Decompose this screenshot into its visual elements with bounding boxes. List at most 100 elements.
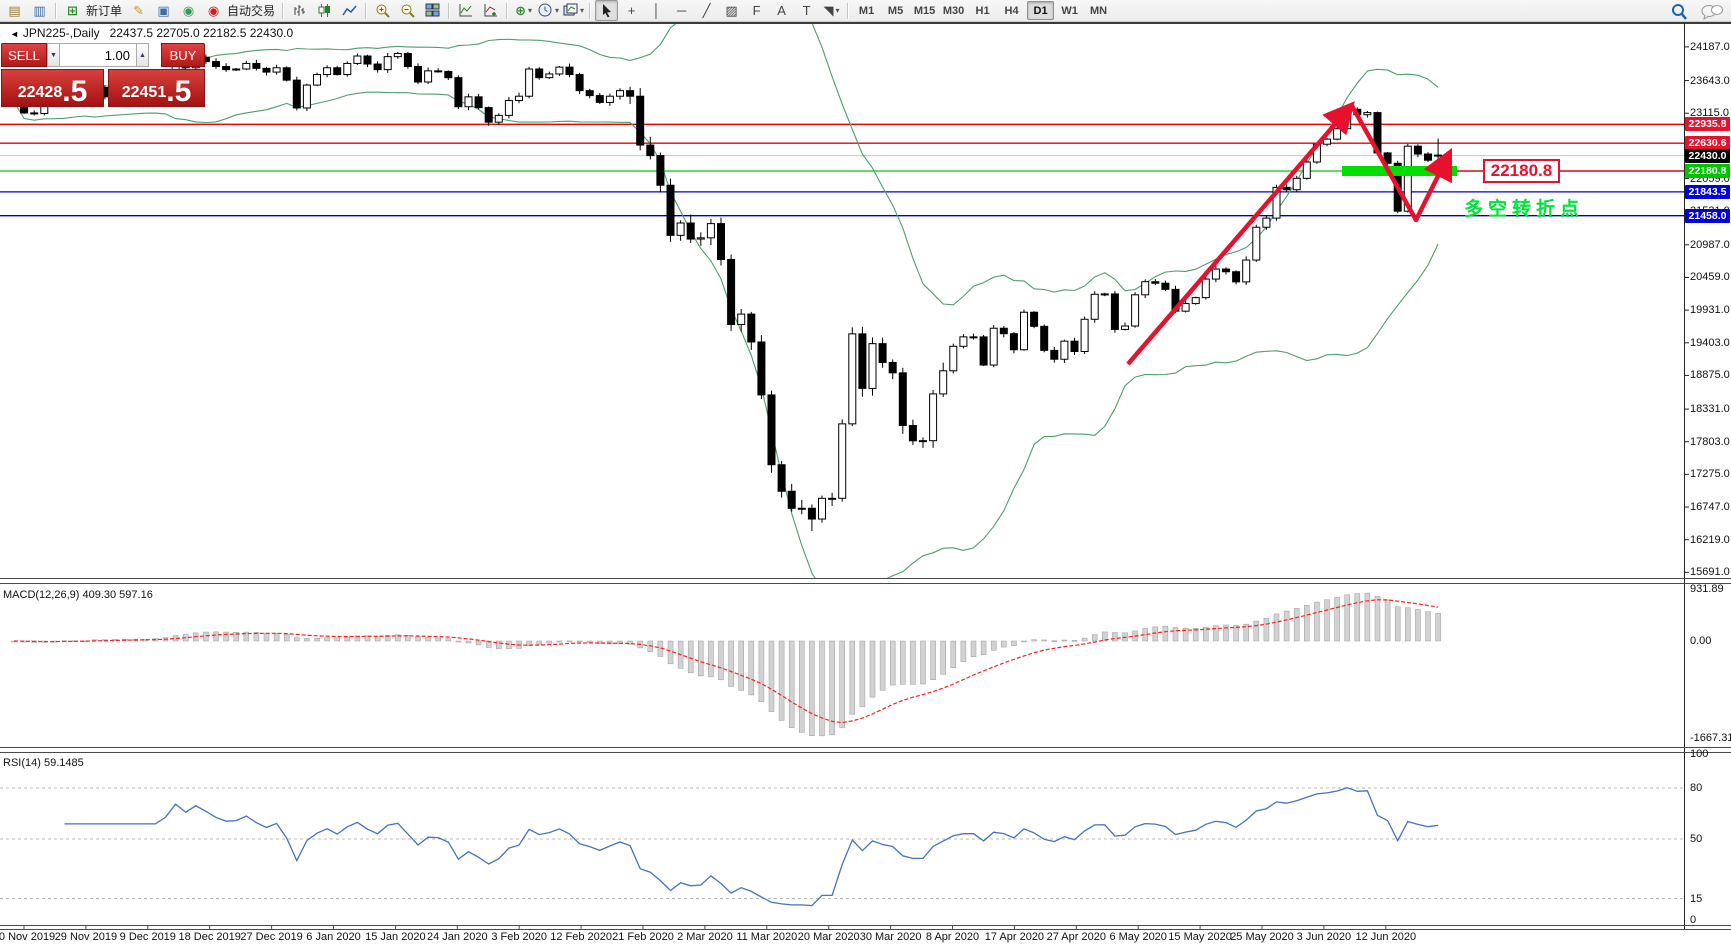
date-axis-label: 3 Jun 2020	[1296, 931, 1352, 943]
date-axis-label: 17 Apr 2020	[984, 931, 1045, 943]
auto-trading-button[interactable]: ◉	[202, 0, 225, 21]
date-axis-label: 6 May 2020	[1109, 931, 1167, 943]
text-icon: A	[777, 3, 786, 18]
volume-input[interactable]	[60, 43, 136, 67]
date-axis-label: 20 Mar 2020	[797, 931, 860, 943]
date-axis-label: 2 Mar 2020	[677, 931, 733, 943]
timeframe-m5-button[interactable]: M5	[887, 4, 904, 17]
templates-button[interactable]: ▾	[562, 0, 585, 21]
signals-icon: ◉	[182, 3, 195, 18]
buy-button[interactable]: BUY	[161, 43, 205, 67]
sell-price-panel[interactable]: 22428 .5	[1, 69, 104, 107]
vertical-line-icon: │	[652, 3, 661, 18]
signals-button[interactable]: ◉	[177, 0, 200, 21]
date-axis-label: 15 May 2020	[1168, 931, 1232, 943]
timeframe-h4-button[interactable]: H4	[1004, 4, 1019, 17]
chevron-down-icon: ▾	[555, 5, 560, 15]
new-order-label[interactable]: 新订单	[86, 4, 123, 18]
date-axis-label: 21 Feb 2020	[612, 931, 674, 943]
objects-list-button[interactable]	[479, 0, 502, 21]
zoom-in-button[interactable]	[371, 0, 394, 21]
volume-increase-button[interactable]: ▲	[136, 43, 149, 67]
date-axis-label: 8 Apr 2020	[925, 931, 980, 943]
candlestick-chart-button[interactable]	[313, 0, 336, 21]
equidistant-channel-button[interactable]: ▨	[720, 0, 743, 21]
rsi-label: RSI(14) 59.1485	[3, 757, 84, 769]
one-click-trading-panel: SELL ▼ ▲ BUY 22428 .5 22451 .5	[1, 43, 205, 107]
tile-windows-icon	[425, 3, 440, 17]
periods-button[interactable]: ▾	[537, 0, 560, 21]
fibonacci-retracement-button[interactable]: F	[745, 0, 768, 21]
turning-point-note: 多空转折点	[1464, 199, 1585, 220]
templates-icon	[563, 3, 578, 16]
sell-button[interactable]: SELL	[1, 43, 47, 67]
cursor-tool-button[interactable]	[595, 0, 619, 21]
timeframe-m1-button[interactable]: M1	[858, 4, 875, 17]
window-collapse-icon[interactable]: ◄	[10, 29, 19, 39]
navigator-icon: ▣	[157, 3, 170, 18]
date-axis-label: 27 Dec 2019	[240, 931, 303, 943]
indicators-button[interactable]	[454, 0, 477, 21]
search-button[interactable]	[1667, 1, 1690, 22]
navigator-button[interactable]: ▣	[152, 0, 175, 21]
toolbar-separator	[55, 2, 57, 19]
vertical-line-button[interactable]: │	[645, 0, 668, 21]
timeframe-d1-button[interactable]: D1	[1027, 1, 1055, 20]
tile-windows-button[interactable]	[421, 0, 444, 21]
chevron-down-icon: ▾	[527, 5, 532, 15]
date-axis-label: 24 Jan 2020	[427, 931, 488, 943]
timeframe-h1-button[interactable]: H1	[975, 4, 990, 17]
chart-profiles-button[interactable]: ▥	[28, 0, 51, 21]
rsi-axis-label: 15	[1690, 892, 1703, 905]
zoom-out-icon	[401, 4, 415, 18]
volume-decrease-button[interactable]: ▼	[47, 43, 60, 67]
metaeditor-icon: ✎	[133, 3, 144, 18]
auto-trading-label[interactable]: 自动交易	[227, 4, 276, 18]
date-axis-label: 27 Apr 2020	[1046, 931, 1106, 943]
metaeditor-button[interactable]: ✎	[127, 0, 150, 21]
trendline-button[interactable]: ╱	[695, 0, 718, 21]
text-label-button[interactable]: T	[795, 0, 818, 21]
buy-price-panel[interactable]: 22451 .5	[108, 69, 205, 107]
timeframe-m15-button[interactable]: M15	[913, 4, 936, 17]
crosshair-icon: +	[627, 3, 636, 18]
rsi-axis-label: 80	[1690, 782, 1703, 794]
timeframe-m30-button[interactable]: M30	[942, 4, 965, 17]
symbol-title: JPN225-,Daily	[22, 26, 100, 40]
date-axis-label: 15 Jan 2020	[365, 931, 426, 943]
rsi-axis-label: 100	[1690, 748, 1709, 760]
price-axis-label: 19931.0	[1690, 304, 1730, 317]
timeframe-w1-button[interactable]: W1	[1061, 4, 1078, 17]
new-chart-button[interactable]: ▤	[3, 0, 26, 21]
bar-chart-button[interactable]	[288, 0, 311, 21]
price-axis-label: 24187.0	[1690, 40, 1730, 53]
arrow-objects-icon: ◥	[823, 3, 834, 18]
text-button[interactable]: A	[770, 0, 793, 21]
date-axis-label: 11 Mar 2020	[736, 931, 798, 943]
candlestick-chart-icon	[318, 4, 331, 17]
timeframe-mn-button[interactable]: MN	[1090, 4, 1108, 17]
date-axis-label: 30 Mar 2020	[859, 931, 922, 943]
trendline-icon: ╱	[702, 3, 711, 18]
chat-button[interactable]	[1700, 1, 1724, 22]
horizontal-line-button[interactable]: ─	[670, 0, 693, 21]
symbol-info-bar: ◄ JPN225-,Daily 22437.5 22705.0 22182.5 22…	[10, 26, 293, 40]
crosshair-button[interactable]: +	[620, 0, 643, 21]
price-axis-label: 17275.0	[1690, 468, 1730, 481]
rsi-axis-label: 0	[1690, 914, 1697, 926]
price-tag-21843.5: 21843.5	[1685, 184, 1730, 199]
line-chart-button[interactable]	[338, 0, 361, 21]
price-axis-label: 23643.0	[1690, 74, 1730, 87]
zoom-out-button[interactable]	[396, 0, 419, 21]
arrow-objects-button[interactable]: ◥ ▾	[820, 0, 843, 21]
rsi-axis-label: 50	[1690, 833, 1703, 845]
new-order-button[interactable]: ⊞	[61, 0, 84, 21]
add-indicator-button[interactable]: ⊕ ▾	[512, 0, 535, 21]
date-axis-label: 9 Dec 2019	[119, 931, 176, 943]
zoom-in-icon	[376, 4, 390, 18]
macd-axis-label: 931.89	[1690, 583, 1724, 595]
main-toolbar: ▤ ▥ ⊞ 新订单 ✎ ▣ ◉ ◉ 自动交易 ⊕ ▾ ▾ ▾ + │ ─ ╱ ▨ F A T ◥ ▾ M1…	[0, 0, 1731, 22]
new-chart-icon: ▤	[8, 3, 21, 18]
price-tag-22935.8: 22935.8	[1685, 117, 1730, 132]
